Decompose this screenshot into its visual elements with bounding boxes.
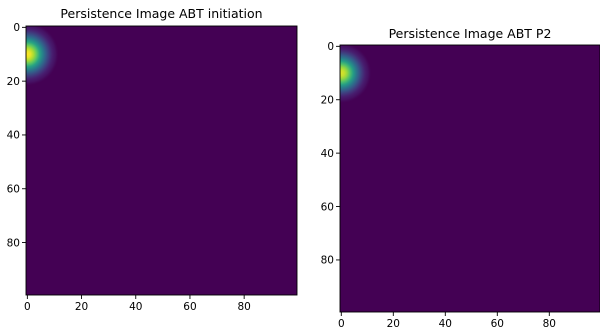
axes-frame — [25, 25, 298, 296]
heatmap-background — [340, 45, 600, 312]
x-tick-label: 60 — [183, 301, 196, 313]
x-tick-label: 20 — [387, 318, 400, 329]
y-tick-label: 60 — [321, 201, 334, 213]
x-tick-label: 80 — [237, 301, 250, 313]
y-tick-label: 20 — [321, 95, 334, 107]
y-tick-label: 80 — [7, 237, 20, 249]
x-tick-label: 40 — [439, 318, 452, 329]
x-tick-label: 0 — [338, 318, 345, 329]
x-tick-label: 20 — [75, 301, 88, 313]
chart-panel-1: Persistence Image ABT initiation 0 20 40 60 8… — [7, 6, 298, 313]
axes-frame — [339, 44, 600, 313]
y-tick-label: 40 — [321, 148, 334, 160]
y-tick-label: 0 — [13, 22, 20, 34]
y-tick-label: 40 — [7, 130, 20, 142]
y-tick-label: 20 — [7, 76, 20, 88]
x-tick-label: 40 — [129, 301, 142, 313]
heatmap-background — [26, 26, 297, 295]
chart-title: Persistence Image ABT P2 — [389, 26, 552, 41]
heatmap-hotspot — [340, 45, 372, 103]
chart-panel-2: Persistence Image ABT P2 0 20 40 60 80 0 20 40 60… — [321, 26, 600, 329]
heatmap-hotspot — [26, 26, 59, 86]
y-tick-label: 60 — [7, 184, 20, 196]
chart-title: Persistence Image ABT initiation — [60, 6, 262, 21]
y-tick-label: 0 — [327, 41, 334, 53]
y-tick-label: 80 — [321, 255, 334, 267]
x-tick-label: 60 — [491, 318, 504, 329]
x-tick-label: 80 — [543, 318, 556, 329]
x-tick-label: 0 — [24, 301, 31, 313]
